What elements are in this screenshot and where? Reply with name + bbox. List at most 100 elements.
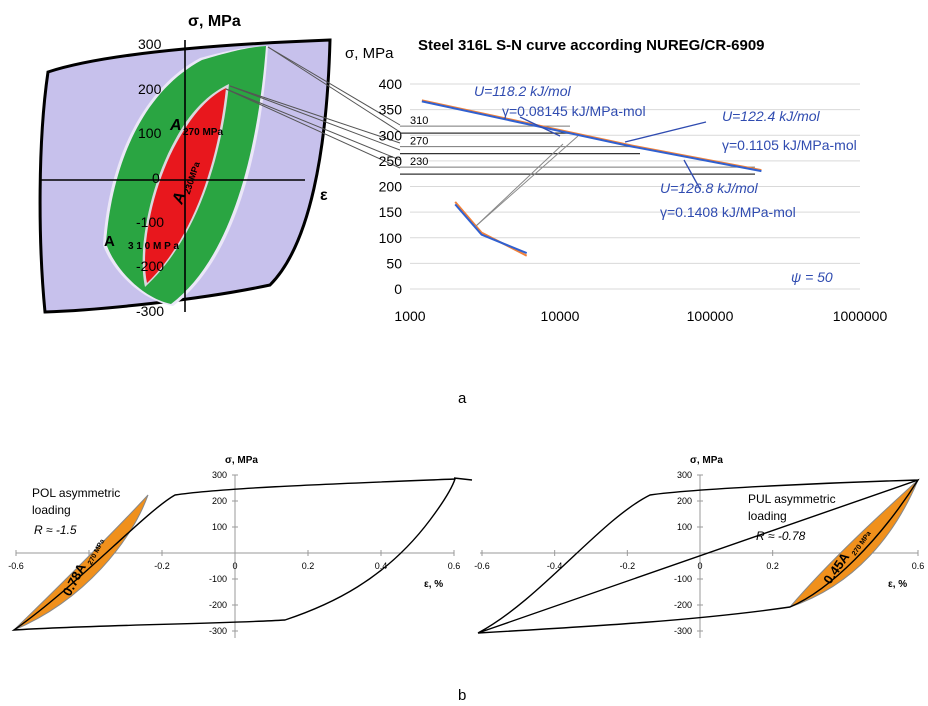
gray-arrow-2 bbox=[475, 143, 564, 227]
pol-y-label: σ, MPa bbox=[225, 455, 258, 466]
sn-gray-arrows bbox=[475, 135, 579, 227]
pul-x-tick: 0.6 bbox=[912, 561, 925, 571]
sn-x-ticks: 1000 10000 100000 1000000 bbox=[394, 308, 887, 324]
arrow-3 bbox=[683, 159, 701, 190]
pul-y-tick: 300 bbox=[677, 470, 692, 480]
a270-main: A bbox=[169, 117, 182, 134]
pol-y-tick: 100 bbox=[212, 522, 227, 532]
pol-x-label: ε, % bbox=[424, 579, 443, 590]
sn-y-tick: 250 bbox=[379, 153, 403, 169]
pol-y-tick: 200 bbox=[212, 496, 227, 506]
sn-level-label: 270 bbox=[410, 136, 428, 148]
connector-270-bottom bbox=[229, 85, 401, 151]
pol-panel: -0.6-0.4-0.200.20.40.6300200100-100-200-… bbox=[8, 455, 473, 638]
pul-x-tick: -0.6 bbox=[474, 561, 490, 571]
connector-310-top bbox=[267, 46, 401, 126]
sn-y-ticks: 400 350 300 250 200 150 100 50 0 bbox=[379, 76, 403, 297]
loops-y-tick: 0 bbox=[152, 170, 160, 186]
sn-x-tick: 1000 bbox=[394, 308, 425, 324]
caption-a: a bbox=[458, 390, 467, 407]
pol-note-line-1: POL asymmetric bbox=[32, 486, 120, 500]
sn-gridlines bbox=[410, 83, 860, 290]
pol-note-line-2: loading bbox=[32, 503, 71, 517]
connector-270-top bbox=[229, 85, 401, 144]
sn-annotations: U=118.2 kJ/mol γ=0.08145 kJ/MPa-mol U=12… bbox=[474, 83, 857, 285]
sn-series-group bbox=[421, 99, 762, 257]
pul-y-tick: -300 bbox=[674, 626, 692, 636]
sn-annotation-g2: γ=0.1105 kJ/MPa-mol bbox=[722, 137, 857, 153]
connector-lines bbox=[225, 46, 401, 169]
loops-y-tick: -300 bbox=[136, 303, 164, 319]
pul-note-line-1: PUL asymmetric bbox=[748, 492, 836, 506]
sn-y-tick: 50 bbox=[386, 255, 402, 271]
pul-y-tick: 200 bbox=[677, 496, 692, 506]
pol-y-tick: -100 bbox=[209, 574, 227, 584]
pul-y-tick: -200 bbox=[674, 600, 692, 610]
pul-y-tick: -100 bbox=[674, 574, 692, 584]
sn-panel: Steel 316L S-N curve according NUREG/CR-… bbox=[345, 37, 887, 324]
sn-annotation-g3: γ=0.1408 kJ/MPa-mol bbox=[660, 204, 796, 220]
sn-level-label: 310 bbox=[410, 115, 428, 127]
label-a310: A 3 1 0 M P a bbox=[104, 233, 179, 252]
loops-y-tick: 200 bbox=[138, 81, 162, 97]
arrow-1 bbox=[519, 116, 561, 137]
arrow-2 bbox=[624, 121, 707, 143]
sn-y-tick: 150 bbox=[379, 204, 403, 220]
pol-hysteresis-loop bbox=[11, 477, 473, 631]
sn-annotation-psi: ψ = 50 bbox=[791, 269, 833, 285]
a230-main: A bbox=[169, 190, 189, 207]
sn-level-lines: 310 270 230 bbox=[400, 115, 755, 175]
gray-arrow-1 bbox=[475, 135, 579, 227]
pol-y-tick: -300 bbox=[209, 626, 227, 636]
sn-series-line bbox=[421, 100, 762, 173]
pol-x-tick: 0.4 bbox=[375, 561, 388, 571]
pol-axes: -0.6-0.4-0.200.20.40.6300200100-100-200-… bbox=[8, 455, 460, 638]
sn-y-tick: 100 bbox=[379, 230, 403, 246]
sn-y-tick: 350 bbox=[379, 102, 403, 118]
sn-series-line bbox=[454, 201, 528, 257]
pul-ratio: R ≈ -0.78 bbox=[756, 529, 806, 543]
loops-y-tick: 300 bbox=[138, 36, 162, 52]
sn-annotation-arrows bbox=[519, 116, 707, 190]
sn-x-tick: 100000 bbox=[687, 308, 734, 324]
label-a270: A 270 MPa bbox=[169, 117, 223, 138]
sn-y-tick: 400 bbox=[379, 76, 403, 92]
pul-x-tick: 0 bbox=[697, 561, 702, 571]
connector-230-top bbox=[225, 88, 401, 161]
pul-y-label: σ, MPa bbox=[690, 455, 723, 466]
caption-b: b bbox=[458, 687, 466, 704]
sn-y-label: σ, MPa bbox=[345, 45, 394, 62]
sn-title: Steel 316L S-N curve according NUREG/CR-… bbox=[418, 37, 765, 54]
sn-annotation-u2: U=122.4 kJ/mol bbox=[722, 108, 821, 124]
pul-y-tick: 100 bbox=[677, 522, 692, 532]
sn-y-tick: 200 bbox=[379, 179, 403, 195]
pol-x-tick: 0 bbox=[232, 561, 237, 571]
sn-annotation-u3: U=126.8 kJ/mol bbox=[660, 180, 759, 196]
pol-x-tick: -0.2 bbox=[154, 561, 170, 571]
sn-series-line bbox=[454, 203, 528, 255]
pol-orange-loop bbox=[13, 494, 149, 631]
pul-hysteresis-loop bbox=[477, 478, 920, 634]
connector-230-bottom bbox=[225, 88, 401, 169]
sn-x-tick: 10000 bbox=[541, 308, 580, 324]
connector-310-bottom bbox=[267, 46, 401, 133]
pol-y-tick: 300 bbox=[212, 470, 227, 480]
pol-x-tick: 0.6 bbox=[448, 561, 461, 571]
sn-x-tick: 1000000 bbox=[833, 308, 888, 324]
pul-note-line-2: loading bbox=[748, 509, 787, 523]
loops-y-tick: -200 bbox=[136, 258, 164, 274]
a270-sub: 270 MPa bbox=[183, 127, 223, 138]
a310-main: A bbox=[104, 233, 115, 250]
loops-panel: σ, MPa ε 300 200 100 0 -100 -200 -300 A … bbox=[38, 13, 332, 319]
loops-y-tick: 100 bbox=[138, 125, 162, 141]
loops-y-label: σ, MPa bbox=[188, 13, 241, 30]
pul-x-tick: -0.4 bbox=[547, 561, 563, 571]
pul-x-tick: 0.2 bbox=[766, 561, 779, 571]
pul-x-label: ε, % bbox=[888, 579, 907, 590]
sn-level-label: 230 bbox=[410, 156, 428, 168]
sn-annotation-u1: U=118.2 kJ/mol bbox=[474, 83, 572, 99]
pol-ratio: R ≈ -1.5 bbox=[34, 523, 77, 537]
sn-annotation-g1: γ=0.08145 kJ/MPa-mol bbox=[502, 103, 646, 119]
